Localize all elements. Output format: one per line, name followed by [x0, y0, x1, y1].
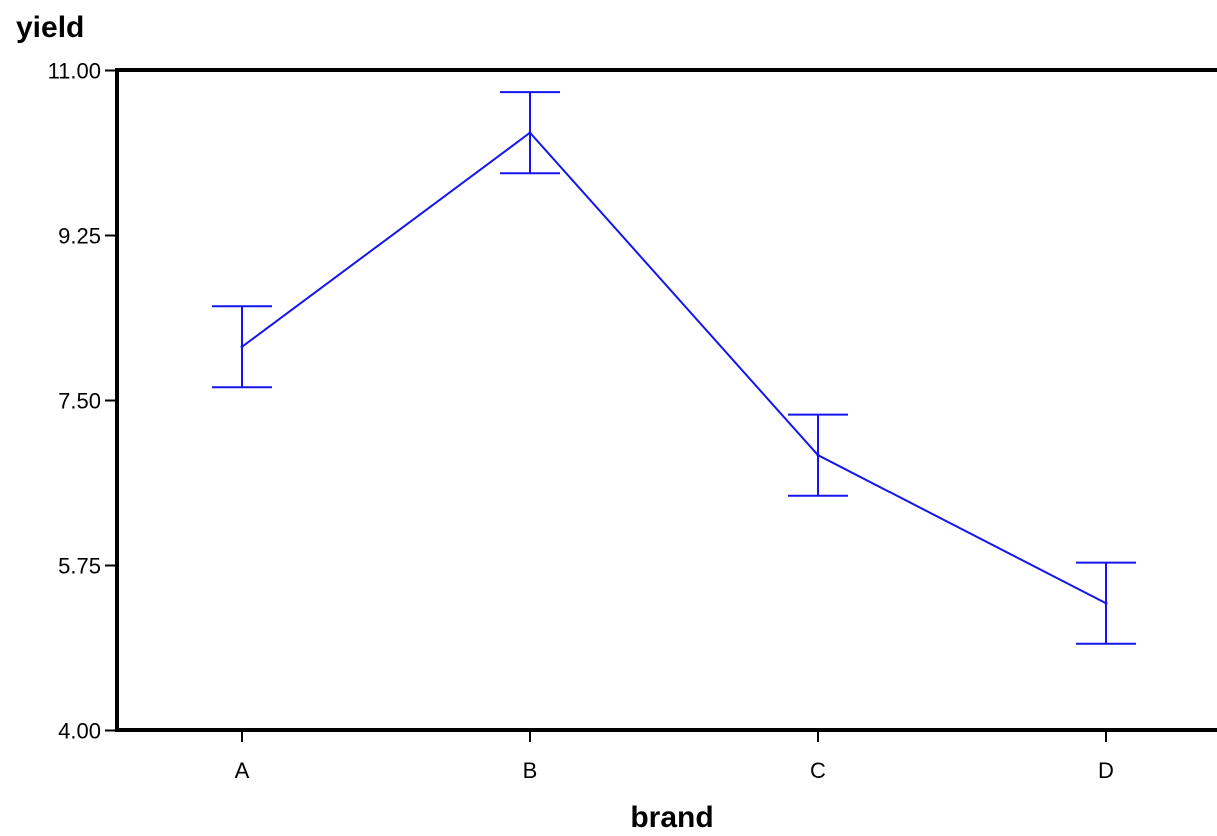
x-tick-label: A: [235, 758, 250, 783]
x-tick-label: C: [810, 758, 826, 783]
series-line: [241, 131, 1107, 605]
data-point: [1104, 601, 1108, 605]
data-point: [528, 131, 532, 135]
y-tick-label: 5.75: [58, 554, 101, 579]
y-axis-title: yield: [16, 11, 84, 44]
y-tick-label: 9.25: [58, 224, 101, 249]
y-tick-label: 11.00: [48, 59, 101, 84]
y-tick-label: 7.50: [58, 389, 101, 414]
x-axis-title: brand: [630, 801, 713, 834]
y-tick-label: 4.00: [58, 719, 101, 744]
x-tick-label: B: [523, 758, 538, 783]
plot-area: 4.00 5.75 7.50 9.25 11.00 A B C D: [48, 59, 1217, 783]
data-point: [240, 345, 244, 349]
x-tick-label: D: [1098, 758, 1114, 783]
data-point: [816, 453, 820, 457]
